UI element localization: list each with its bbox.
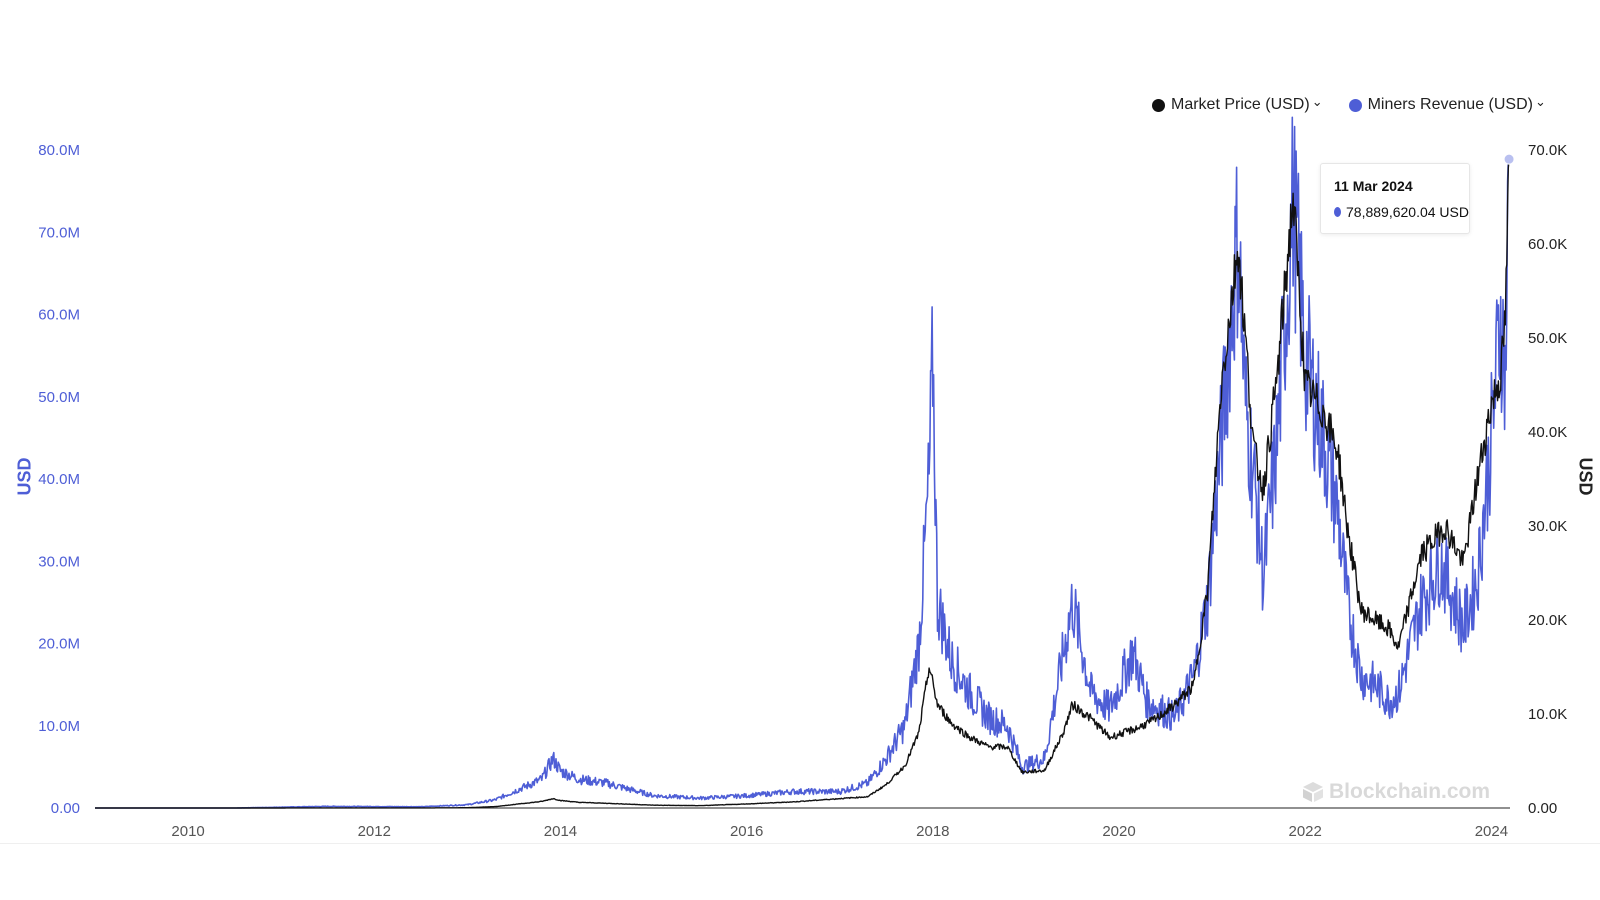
x-tick-label: 2010 xyxy=(171,823,204,840)
y-right-tick-label: 0.00 xyxy=(1528,800,1557,817)
y-left-tick-label: 50.0M xyxy=(38,389,80,406)
tooltip-row: 78,889,620.04 USD xyxy=(1334,204,1469,220)
bottom-divider xyxy=(0,843,1600,844)
tooltip-date: 11 Mar 2024 xyxy=(1334,178,1413,194)
watermark-text: Blockchain.com xyxy=(1329,780,1491,803)
series-miners-revenue-line xyxy=(95,116,1510,809)
tooltip-value: 78,889,620.04 USD xyxy=(1346,204,1469,220)
y-left-tick-label: 0.00 xyxy=(51,800,80,817)
legend-label-miners-revenue: Miners Revenue (USD) xyxy=(1367,96,1533,113)
hover-marker xyxy=(1503,153,1515,165)
tooltip-dot xyxy=(1334,207,1342,217)
chevron-down-icon[interactable]: ⌄ xyxy=(1534,94,1546,109)
legend-dot-market-price xyxy=(1152,98,1165,112)
legend-item-miners-revenue[interactable]: Miners Revenue (USD) ⌄ xyxy=(1348,94,1546,114)
legend-label-market-price: Market Price (USD) xyxy=(1171,96,1310,113)
x-tick-label: 2018 xyxy=(916,823,949,840)
x-tick-label: 2014 xyxy=(544,823,577,840)
y-right-tick-label: 40.0K xyxy=(1528,424,1567,441)
y-axis-left: 0.00 10.0M 20.0M 30.0M 40.0M 50.0M 60.0M 70.0M 8… xyxy=(38,142,80,817)
x-tick-label: 2020 xyxy=(1102,823,1135,840)
y-right-tick-label: 20.0K xyxy=(1528,612,1567,629)
series-market-price-line xyxy=(95,159,1510,809)
blockchain-logo-icon xyxy=(1303,782,1323,802)
x-tick-label: 2022 xyxy=(1289,823,1322,840)
y-axis-right: 0.00 10.0K 20.0K 30.0K 40.0K 50.0K 60.0K 70.0K xyxy=(1528,142,1567,817)
x-tick-label: 2016 xyxy=(730,823,763,840)
y-axis-left-title: USD xyxy=(14,457,35,496)
y-right-tick-label: 10.0K xyxy=(1528,706,1567,723)
y-left-tick-label: 10.0M xyxy=(38,718,80,735)
y-left-tick-label: 30.0M xyxy=(38,553,80,570)
y-left-tick-label: 60.0M xyxy=(38,307,80,324)
y-right-tick-label: 30.0K xyxy=(1528,518,1567,535)
legend: Market Price (USD) ⌄ Miners Revenue (USD… xyxy=(1152,94,1546,114)
legend-item-market-price[interactable]: Market Price (USD) ⌄ xyxy=(1152,94,1323,114)
y-right-tick-label: 60.0K xyxy=(1528,236,1567,253)
legend-dot-miners-revenue xyxy=(1348,98,1362,112)
y-left-tick-label: 20.0M xyxy=(38,636,80,653)
x-tick-label: 2012 xyxy=(358,823,391,840)
y-left-tick-label: 80.0M xyxy=(38,142,80,159)
x-axis: 2010 2012 2014 2016 2018 2020 2022 2024 xyxy=(171,823,1508,840)
y-left-tick-label: 40.0M xyxy=(38,471,80,488)
y-right-tick-label: 70.0K xyxy=(1528,142,1567,159)
y-axis-right-title: USD xyxy=(1575,457,1596,496)
y-right-tick-label: 50.0K xyxy=(1528,330,1567,347)
x-tick-label: 2024 xyxy=(1475,823,1508,840)
tooltip: 11 Mar 2024 78,889,620.04 USD xyxy=(1320,163,1470,234)
y-left-tick-label: 70.0M xyxy=(38,224,80,241)
chevron-down-icon[interactable]: ⌄ xyxy=(1311,94,1323,109)
series-layer xyxy=(95,116,1510,809)
watermark: Blockchain.com xyxy=(1302,780,1490,804)
